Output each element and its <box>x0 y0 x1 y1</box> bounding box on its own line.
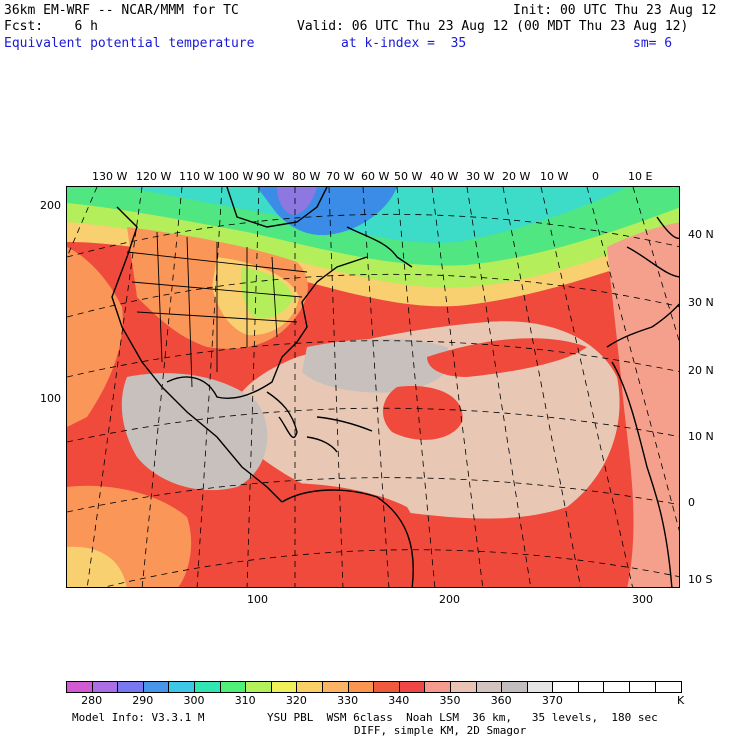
colorbar-swatch <box>297 682 323 692</box>
lat-label: 40 N <box>688 228 714 241</box>
colorbar-swatch <box>604 682 631 692</box>
lon-label: 40 W <box>430 170 459 183</box>
colorbar-swatch <box>655 682 682 692</box>
forecast-hour: Fcst: 6 h <box>4 19 98 34</box>
colorbar-label: 320 <box>285 694 307 707</box>
field-sw-yellow <box>67 546 127 587</box>
colorbar-label: 350 <box>439 694 461 707</box>
field-purple-patch <box>277 187 317 215</box>
colorbar-label: 370 <box>541 694 563 707</box>
map-canvas <box>67 187 679 587</box>
grid-x-label: 200 <box>439 593 460 606</box>
lon-label: 90 W <box>256 170 285 183</box>
colorbar-swatch <box>399 682 426 692</box>
colorbar-swatch <box>169 682 195 692</box>
colorbar-swatch <box>220 682 247 692</box>
field-red-streak <box>427 338 587 377</box>
valid-time: Valid: 06 UTC Thu 23 Aug 12 (00 MDT Thu … <box>297 19 689 34</box>
lat-label: 20 N <box>688 364 714 377</box>
colorbar-swatch <box>374 682 400 692</box>
grid-y-label: 100 <box>40 392 61 405</box>
field-sa-red <box>229 483 419 587</box>
colorbar-swatch <box>143 682 170 692</box>
colorbar-swatch <box>630 682 656 692</box>
field-us-lime <box>241 267 293 319</box>
colorbar-unit: K <box>677 694 685 707</box>
lon-label: 60 W <box>361 170 390 183</box>
lon-label: 70 W <box>326 170 355 183</box>
colorbar-swatch <box>425 682 451 692</box>
colorbar-swatch <box>348 682 375 692</box>
grid-x-label: 100 <box>247 593 268 606</box>
lat-label: 10 N <box>688 430 714 443</box>
colorbar-label: 290 <box>132 694 154 707</box>
graticule <box>67 187 679 587</box>
colorbar-swatch <box>194 682 221 692</box>
colorbar-swatch <box>322 682 349 692</box>
field-gray-atlantic <box>302 338 452 393</box>
diffusion-info: DIFF, simple KM, 2D Smagor <box>354 724 527 737</box>
state-borders <box>126 231 308 388</box>
lon-label: 130 W <box>92 170 128 183</box>
lon-label: 110 W <box>179 170 215 183</box>
field-pacific-orange <box>67 247 123 427</box>
colorbar-label: 340 <box>388 694 410 707</box>
smoothing-text: sm= 6 <box>633 36 673 51</box>
lat-label: 30 N <box>688 296 714 309</box>
lon-label: 0 <box>592 170 599 183</box>
init-time: Init: 00 UTC Thu 23 Aug 12 <box>513 3 717 18</box>
colorbar-swatch <box>527 682 554 692</box>
lon-label: 120 W <box>136 170 172 183</box>
colorbar-label: 330 <box>337 694 359 707</box>
grid-y-label: 200 <box>40 199 61 212</box>
model-title: 36km EM-WRF -- NCAR/MMM for TC <box>4 3 239 18</box>
colorbar-swatch <box>578 682 605 692</box>
lon-label: 20 W <box>502 170 531 183</box>
colorbar-swatch <box>450 682 477 692</box>
model-info: Model Info: V3.3.1 M <box>72 711 205 724</box>
colorbar-swatch <box>118 682 144 692</box>
colorbar-swatch <box>271 682 298 692</box>
colorbar-label: 280 <box>81 694 103 707</box>
colorbar-swatch <box>246 682 272 692</box>
lat-label: 10 S <box>688 573 713 586</box>
lon-label: 10 E <box>628 170 653 183</box>
colorbar-label: 310 <box>234 694 256 707</box>
level-text: at k-index = 35 <box>341 36 467 51</box>
colorbar-swatch <box>502 682 528 692</box>
colorbar-label: 300 <box>183 694 205 707</box>
lon-label: 100 W <box>218 170 254 183</box>
theta-e-map <box>66 186 680 588</box>
colorbar-swatch <box>553 682 579 692</box>
lon-label: 10 W <box>540 170 569 183</box>
field-cyan-band <box>127 187 627 243</box>
lat-label: 0 <box>688 496 695 509</box>
colorbar-swatch <box>476 682 503 692</box>
colorbar <box>66 681 683 693</box>
colorbar-label: 360 <box>490 694 512 707</box>
physics-info: YSU PBL WSM 6class Noah LSM 36 km, 35 le… <box>267 711 658 724</box>
field-gray-gulf <box>121 373 268 491</box>
field-name: Equivalent potential temperature <box>4 36 255 51</box>
lon-label: 50 W <box>394 170 423 183</box>
field-red-swirl <box>382 386 463 440</box>
grid-x-label: 300 <box>632 593 653 606</box>
field-east-salmon <box>607 222 679 587</box>
lon-label: 80 W <box>292 170 321 183</box>
lon-label: 30 W <box>466 170 495 183</box>
colorbar-swatch <box>92 682 119 692</box>
colorbar-swatch <box>67 682 93 692</box>
